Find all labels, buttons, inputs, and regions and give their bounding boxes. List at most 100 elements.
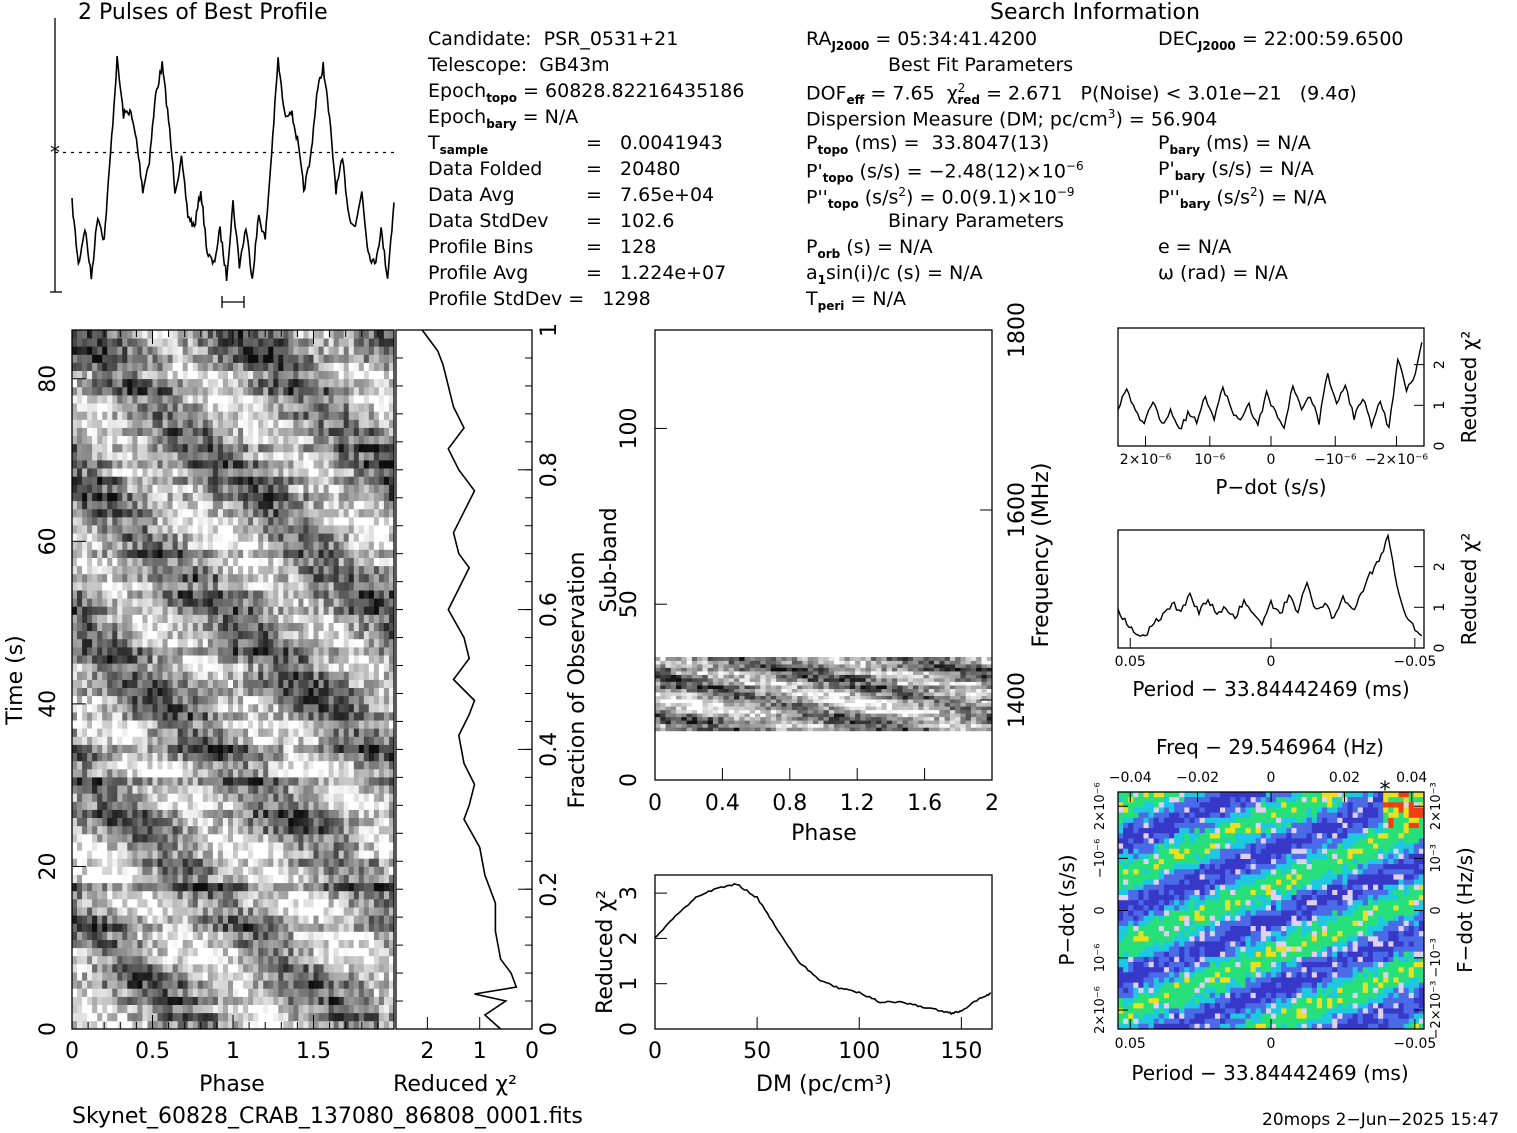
time-phase-cell (258, 451, 264, 461)
time-phase-cell (212, 785, 219, 794)
time-phase-cell (343, 565, 350, 575)
time-phase-cell (238, 752, 244, 762)
time-phase-cell (348, 638, 355, 648)
time-phase-cell (333, 614, 339, 623)
time-phase-cell (87, 939, 93, 949)
time-phase-cell (268, 687, 274, 697)
time-phase-cell (308, 614, 314, 623)
time-phase-cell (202, 736, 209, 745)
time-phase-cell (217, 825, 224, 835)
time-phase-cell (222, 687, 229, 697)
time-phase-cell (77, 427, 83, 436)
time-phase-cell (258, 435, 264, 445)
time-phase-cell (288, 647, 294, 656)
time-phase-cell (353, 768, 360, 778)
time-phase-cell (117, 533, 123, 542)
time-phase-cell (303, 541, 309, 550)
time-phase-cell (82, 980, 88, 989)
time-phase-cell (132, 582, 138, 591)
time-phase-cell (97, 907, 103, 916)
time-phase-cell (142, 695, 148, 705)
time-phase-cell (338, 435, 345, 445)
time-phase-cell (248, 679, 254, 688)
time-phase-cell (222, 825, 229, 835)
time-phase-cell (97, 403, 103, 412)
time-phase-cell (197, 777, 204, 786)
time-phase-cell (192, 655, 199, 664)
info-data-stddev-val: = 102.6 (586, 210, 675, 232)
time-phase-cell (137, 939, 143, 949)
time-phase-cell (378, 768, 385, 778)
time-phase-cell (303, 947, 309, 957)
time-phase-cell (207, 565, 214, 575)
time-phase-cell (127, 1020, 133, 1030)
time-phase-cell (308, 582, 314, 591)
time-phase-cell (177, 590, 184, 599)
time-phase-cell (177, 565, 184, 575)
time-phase-cell (92, 630, 98, 640)
time-phase-cell (182, 825, 189, 835)
time-phase-cell (243, 809, 249, 818)
time-phase-cell (318, 703, 324, 713)
time-phase-cell (202, 809, 209, 818)
time-phase-cell (378, 939, 385, 949)
time-phase-cell (72, 866, 78, 875)
time-phase-cell (127, 525, 133, 534)
time-phase-cell (132, 817, 138, 827)
time-phase-cell (363, 785, 370, 794)
time-phase-cell (368, 817, 375, 827)
time-phase-cell (253, 939, 259, 949)
time-phase-cell (268, 850, 274, 859)
time-phase-cell (182, 907, 189, 916)
time-phase-cell (288, 777, 294, 786)
time-phase-cell (338, 793, 345, 802)
time-phase-cell (197, 785, 204, 794)
time-phase-cell (162, 533, 168, 542)
time-phase-cell (373, 939, 380, 949)
time-phase-cell (122, 736, 128, 745)
time-phase-cell (192, 980, 199, 989)
time-phase-cell (238, 874, 244, 884)
time-phase-cell (383, 492, 390, 502)
time-phase-cell (192, 590, 199, 599)
time-phase-cell (358, 525, 365, 534)
time-phase-cell (288, 663, 294, 672)
time-phase-cell (137, 744, 143, 753)
time-phase-cell (82, 411, 88, 420)
time-phase-cell (333, 760, 339, 770)
time-phase-cell (177, 443, 184, 453)
time-phase-cell (333, 988, 339, 997)
time-phase-cell (87, 671, 93, 680)
time-phase-cell (333, 768, 339, 778)
time-phase-cell (197, 582, 204, 591)
time-phase-cell (72, 931, 78, 940)
time-phase-cell (202, 850, 209, 859)
time-phase-cell (167, 533, 173, 542)
time-phase-cell (238, 443, 244, 453)
time-phase-cell (308, 476, 314, 485)
time-phase-cell (378, 622, 385, 632)
time-phase-cell (92, 720, 98, 729)
time-phase-cell (207, 541, 214, 550)
time-phase-cell (137, 451, 143, 461)
time-phase-cell (293, 516, 299, 526)
time-phase-cell (187, 899, 194, 908)
time-phase-cell (202, 752, 209, 762)
time-phase-cell (333, 728, 339, 737)
time-phase-cell (288, 525, 294, 534)
time-phase-cell (228, 1004, 234, 1014)
time-phase-cell (293, 443, 299, 453)
time-phase-cell (368, 403, 375, 412)
time-phase-cell (368, 663, 375, 672)
time-phase-cell (162, 395, 168, 404)
time-phase-cell (147, 500, 153, 510)
time-phase-cell (122, 728, 128, 737)
time-phase-cell (152, 573, 158, 583)
time-phase-cell (328, 663, 334, 672)
time-phase-cell (383, 825, 390, 835)
time-phase-cell (228, 443, 234, 453)
time-phase-cell (268, 403, 274, 412)
time-phase-cell (258, 541, 264, 550)
time-phase-cell (202, 988, 209, 997)
time-phase-cell (112, 939, 118, 949)
